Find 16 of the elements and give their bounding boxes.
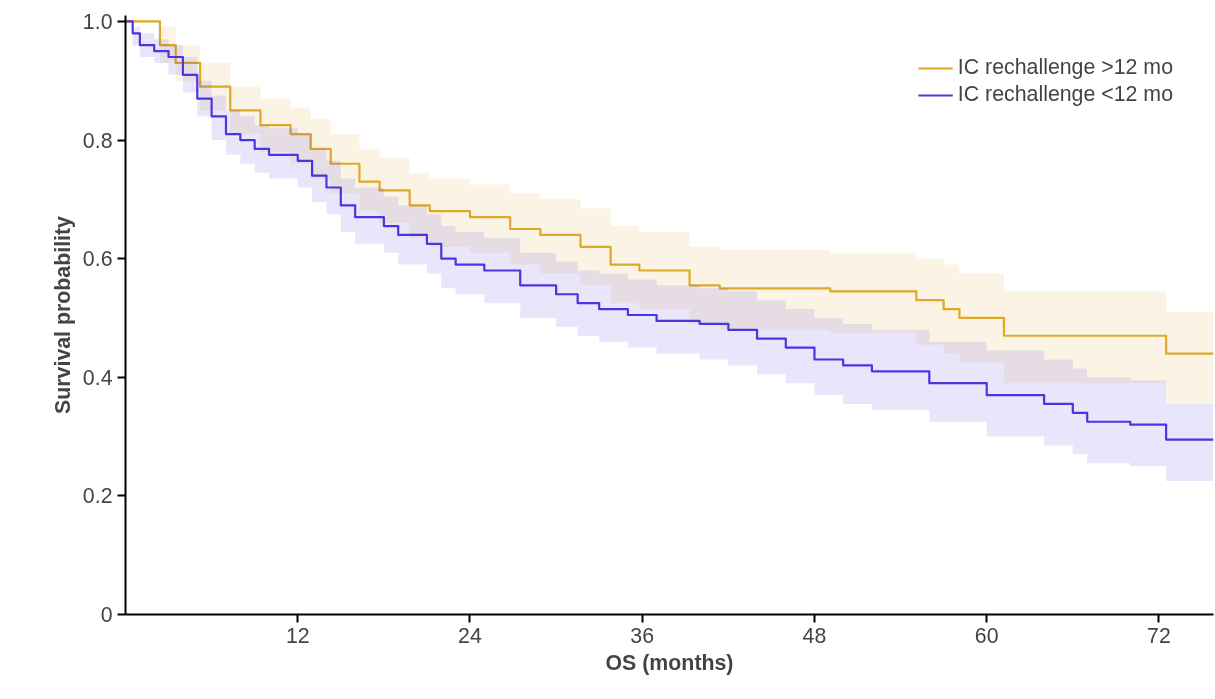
legend-label: IC rechallenge <12 mo	[957, 82, 1173, 107]
x-tick-label: 60	[974, 623, 999, 648]
x-tick-label: 24	[458, 623, 482, 648]
x-tick-label: 36	[630, 623, 655, 648]
x-tick-label: 72	[1147, 623, 1171, 648]
y-tick-label: 0	[100, 603, 113, 627]
y-tick-label: 1.0	[82, 9, 113, 34]
y-tick-label: 0.2	[82, 484, 113, 509]
y-axis-title: Survival probability	[50, 215, 75, 414]
x-tick-label: 48	[802, 623, 827, 648]
legend-label: IC rechallenge >12 mo	[957, 55, 1173, 80]
x-tick-label: 12	[285, 623, 310, 648]
y-tick-label: 0.6	[82, 247, 113, 272]
y-tick-label: 0.4	[82, 365, 113, 390]
x-axis-title: OS (months)	[605, 650, 734, 675]
y-tick-label: 0.8	[82, 128, 113, 153]
